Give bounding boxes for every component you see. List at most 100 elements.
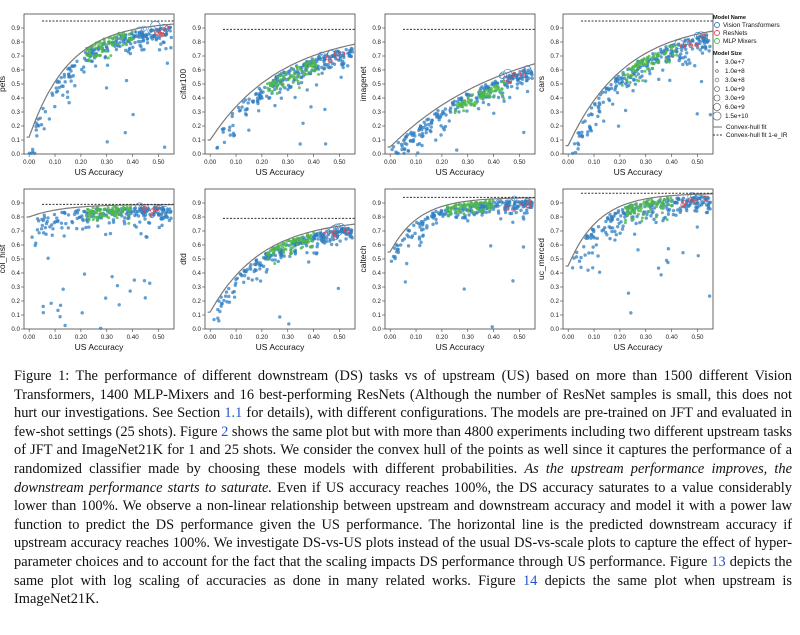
vit-point (304, 244, 309, 248)
vit-point (649, 214, 653, 218)
figure-link[interactable]: 2 (221, 423, 229, 440)
resnet-point (159, 28, 165, 34)
mixer-point (128, 205, 132, 209)
mixer-point (646, 204, 650, 208)
y-tick-label: 0.3 (372, 109, 381, 116)
vit-point (509, 84, 514, 89)
mixer-point (90, 210, 94, 214)
vit-point (132, 278, 137, 282)
figure-link[interactable]: 14 (522, 572, 538, 589)
vit-point (684, 51, 689, 55)
vit-point (350, 50, 355, 54)
vit-point (525, 89, 530, 94)
x-tick-label: 0.40 (127, 334, 140, 341)
mixer-point (295, 78, 299, 82)
vit-point (602, 119, 606, 123)
x-tick-label: 0.50 (333, 334, 346, 341)
mixer-point (97, 44, 101, 48)
mixer-point (637, 60, 641, 64)
mixer-point (120, 208, 124, 212)
vit-point (223, 294, 228, 298)
y-tick-label: 0.5 (550, 256, 559, 263)
resnet-point (154, 30, 159, 36)
mixer-point (668, 45, 672, 49)
vit-point (515, 78, 520, 83)
mixer-point (107, 216, 111, 220)
vit-point (127, 47, 131, 52)
figure-caption: Figure 1: The performance of different d… (14, 367, 792, 609)
y-tick-label: 0.5 (192, 256, 201, 263)
vit-point (154, 38, 159, 42)
mixer-point (476, 207, 480, 211)
vit-point (522, 130, 526, 135)
vit-point (577, 131, 582, 135)
resnet-point (149, 213, 155, 219)
mixer-point (113, 35, 117, 39)
vit-point (286, 87, 290, 92)
vit-point (61, 93, 65, 97)
vit-point (56, 219, 60, 223)
caption-text-6: depicts the same plot when upstream is I… (14, 572, 793, 608)
mixer-point (86, 208, 90, 212)
mixer-point (633, 211, 637, 215)
vit-point (695, 225, 699, 229)
mixer-point (99, 46, 103, 50)
vit-point (230, 111, 235, 116)
x-axis-label: US Accuracy (614, 167, 663, 177)
y-tick-label: 0.8 (550, 214, 559, 221)
mixer-point (632, 209, 636, 213)
vit-point (600, 90, 605, 95)
mixer-point (464, 103, 468, 107)
vit-point (496, 211, 501, 215)
vit-point (338, 239, 342, 243)
mixer-point (637, 79, 641, 83)
mixer-point (625, 213, 629, 217)
section-link[interactable]: 1.1 (224, 405, 243, 422)
mixer-point (477, 204, 481, 208)
vit-point (431, 222, 435, 227)
legend-fit-label: Convex-hull fit (726, 124, 767, 131)
mixer-point (125, 43, 129, 47)
vit-point (583, 119, 587, 123)
vit-point (648, 71, 652, 76)
vit-large-point (317, 54, 325, 61)
vit-point (694, 43, 699, 47)
legend-size-marker (715, 60, 719, 64)
mixer-point (311, 63, 315, 67)
y-tick-label: 0.1 (550, 312, 559, 319)
y-tick-label: 0.9 (372, 200, 381, 207)
vit-point (606, 216, 610, 220)
vit-point (215, 145, 220, 150)
vit-point (613, 212, 618, 216)
vit-point (335, 243, 339, 247)
vit-point (105, 63, 110, 67)
figure-link[interactable]: 13 (711, 553, 726, 570)
vit-point (654, 220, 658, 225)
mixer-point (282, 85, 286, 89)
vit-point (61, 84, 65, 89)
vit-point (347, 54, 351, 58)
y-tick-label: 0.0 (11, 326, 20, 333)
vit-point (443, 208, 447, 213)
vit-point (315, 242, 320, 246)
mixer-point (488, 208, 492, 212)
vit-point (587, 113, 591, 117)
mixer-point (472, 205, 476, 209)
vit-point (402, 147, 407, 151)
legend-size-marker (713, 103, 721, 111)
vit-point (677, 43, 681, 47)
mixer-point (479, 96, 483, 100)
vit-point (514, 210, 518, 215)
convex-hull-fit-line (565, 193, 714, 267)
mixer-point (636, 212, 640, 216)
vit-point (420, 143, 424, 148)
mixer-point (479, 201, 483, 205)
y-tick-label: 0.7 (192, 228, 201, 235)
mixer-point (284, 70, 288, 74)
vit-point (651, 210, 655, 214)
mixer-point (655, 60, 659, 64)
vit-point (299, 80, 304, 85)
scatter-panel-col_hist: 0.0 0.1 0.2 0.3 0.4 0.5 0.6 0.7 0.8 0.9 0.00 0.10 0.… (0, 188, 175, 352)
vit-point (645, 212, 649, 217)
vit-point (264, 270, 269, 274)
